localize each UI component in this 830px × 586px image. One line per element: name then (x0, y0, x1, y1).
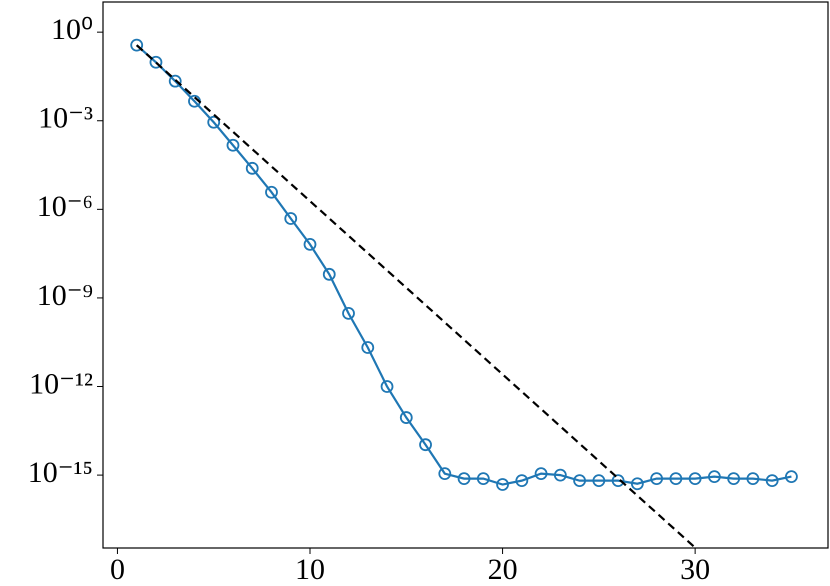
data-point (168, 74, 182, 88)
data-point (534, 467, 548, 481)
data-point (284, 212, 298, 225)
data-point (245, 161, 259, 175)
y-tick-label: 10⁻¹⁵ (28, 456, 93, 489)
data-point (765, 474, 779, 488)
data-point (553, 468, 567, 482)
data-point (322, 267, 336, 281)
data-point (207, 115, 221, 129)
data-point (457, 472, 471, 486)
data-point (303, 237, 317, 251)
data-point (265, 185, 278, 199)
data-point (399, 411, 413, 424)
data-point (592, 474, 606, 488)
data-point (630, 477, 644, 491)
data-point (342, 306, 355, 320)
y-tick-label: 10⁰ (51, 13, 93, 46)
data-point (746, 472, 760, 486)
y-tick-label: 10⁻¹² (29, 367, 93, 400)
x-tick-label: 0 (110, 553, 125, 586)
data-point (226, 138, 240, 152)
plot-area (130, 38, 798, 548)
y-tick-label: 10⁻³ (38, 102, 93, 135)
data-point (669, 472, 683, 486)
data-point (650, 472, 664, 486)
data-point (785, 470, 798, 483)
x-tick-label: 30 (680, 553, 710, 586)
data-point (707, 470, 721, 483)
data-point (573, 474, 586, 488)
data-point (727, 472, 741, 486)
data-point (688, 472, 702, 486)
series-line (135, 44, 792, 486)
plot-frame (102, 1, 829, 549)
x-tick-label: 20 (488, 553, 518, 586)
data-point (496, 478, 509, 491)
data-point (380, 380, 394, 393)
y-tick-label: 10⁻⁶ (37, 190, 93, 223)
y-tick-label: 10⁻⁹ (37, 279, 93, 312)
data-point (361, 341, 375, 354)
data-point (149, 55, 163, 69)
data-point (130, 38, 144, 52)
data-point (611, 474, 625, 488)
data-point (515, 474, 529, 488)
data-point (419, 438, 432, 452)
data-point (438, 467, 452, 481)
x-tick-label: 10 (295, 553, 325, 586)
series-line (135, 44, 696, 548)
data-point (476, 472, 490, 486)
